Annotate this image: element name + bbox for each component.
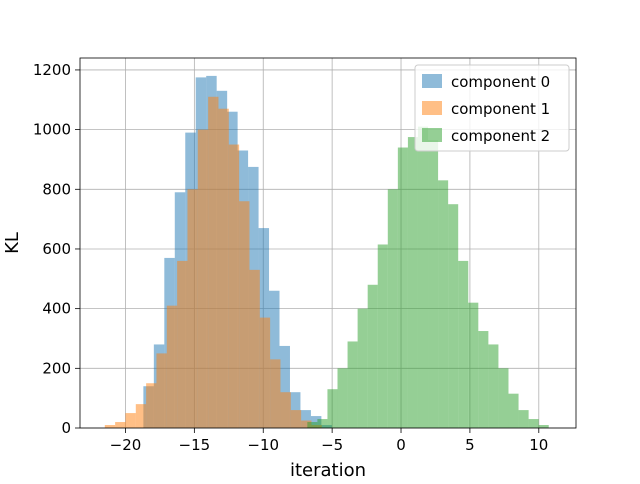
legend-swatch bbox=[422, 128, 442, 142]
y-tick-label: 1200 bbox=[33, 61, 71, 79]
legend-swatch bbox=[422, 74, 442, 88]
histogram-bar bbox=[458, 260, 469, 428]
legend-box bbox=[414, 64, 570, 152]
x-tick-label: −15 bbox=[179, 436, 211, 454]
histogram-bar bbox=[280, 392, 291, 428]
x-tick-label: −10 bbox=[247, 436, 279, 454]
histogram-bar bbox=[518, 410, 529, 428]
axis-ticks: −20 −15 −10 −5 0 5 10 0 200 400 600 800 1000 1200 bbox=[33, 61, 549, 454]
histogram-bar bbox=[249, 269, 260, 428]
histogram-bar bbox=[407, 137, 418, 429]
x-tick-label: 10 bbox=[529, 436, 548, 454]
histogram-bar bbox=[166, 305, 178, 428]
histogram-bar bbox=[347, 341, 358, 428]
histogram-bar bbox=[270, 359, 281, 428]
legend: component 0 component 1 component 2 bbox=[414, 64, 570, 152]
histogram-bar bbox=[508, 393, 519, 428]
histogram-bar bbox=[367, 284, 378, 428]
histogram-bar bbox=[417, 126, 429, 429]
histogram-bar bbox=[228, 144, 240, 428]
x-tick-label: −5 bbox=[321, 436, 343, 454]
histogram-bars bbox=[104, 75, 549, 429]
legend-swatch bbox=[422, 101, 442, 115]
histogram-bar bbox=[279, 345, 290, 428]
histogram-bar bbox=[177, 260, 188, 428]
histogram-bar bbox=[208, 96, 219, 429]
histogram-bar bbox=[528, 419, 539, 428]
histogram-bar bbox=[300, 410, 311, 428]
series-2-bars bbox=[307, 126, 549, 429]
histogram-bar bbox=[104, 425, 116, 428]
histogram-bar bbox=[290, 410, 302, 428]
histogram-bar bbox=[327, 389, 338, 428]
histogram-bar bbox=[135, 404, 147, 428]
histogram-bar bbox=[337, 368, 348, 428]
histogram-bar bbox=[498, 368, 509, 428]
histogram-bar bbox=[468, 302, 479, 428]
histogram-bar bbox=[125, 413, 136, 428]
histogram-bar bbox=[387, 189, 398, 428]
x-axis-label: iteration bbox=[290, 460, 366, 480]
y-tick-label: 0 bbox=[61, 419, 71, 437]
histogram-bar bbox=[197, 129, 209, 428]
histogram-bar bbox=[156, 353, 167, 428]
histogram-bar bbox=[307, 422, 318, 428]
y-axis-label: KL bbox=[2, 232, 23, 254]
histogram-bar bbox=[397, 147, 408, 429]
histogram-bar bbox=[438, 180, 449, 428]
histogram-bar bbox=[538, 425, 549, 428]
histogram-bar bbox=[377, 244, 388, 428]
x-tick-label: 5 bbox=[465, 436, 475, 454]
histogram-bar bbox=[239, 201, 250, 428]
y-tick-label: 1000 bbox=[33, 121, 71, 139]
x-tick-label: −20 bbox=[110, 436, 142, 454]
histogram-bar bbox=[317, 419, 328, 428]
plot-frame bbox=[79, 57, 577, 429]
histogram-bar bbox=[115, 422, 126, 428]
histogram-bar bbox=[357, 308, 368, 428]
histogram-bar bbox=[448, 204, 459, 428]
y-tick-label: 800 bbox=[42, 180, 71, 198]
histogram-bar bbox=[428, 140, 439, 428]
histogram-bar bbox=[478, 331, 489, 428]
series-1-bars bbox=[104, 96, 322, 429]
x-tick-label: 0 bbox=[396, 436, 406, 454]
histogram-bar bbox=[187, 189, 198, 428]
histogram-bar bbox=[146, 383, 157, 428]
legend-label: component 2 bbox=[451, 127, 550, 145]
y-tick-label: 400 bbox=[42, 300, 71, 318]
histogram-bar bbox=[301, 420, 312, 428]
histogram-bar bbox=[218, 108, 229, 429]
legend-label: component 0 bbox=[451, 73, 550, 91]
y-tick-label: 600 bbox=[42, 240, 71, 258]
histogram-bar bbox=[259, 317, 271, 428]
y-tick-label: 200 bbox=[42, 359, 71, 377]
histogram-bar bbox=[488, 344, 499, 428]
legend-label: component 1 bbox=[451, 100, 550, 118]
